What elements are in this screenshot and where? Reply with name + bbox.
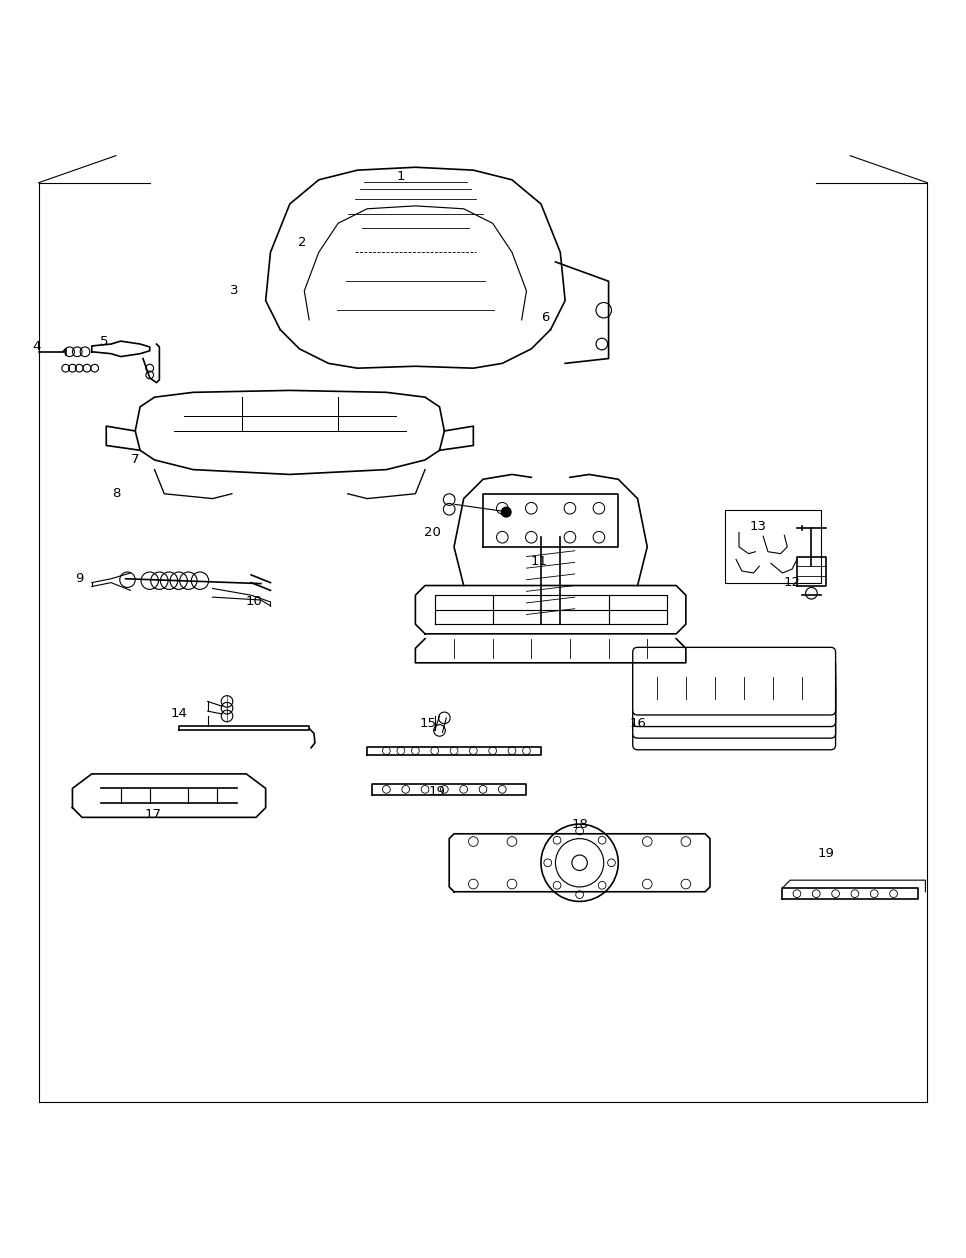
Text: 17: 17 [144,808,161,821]
Circle shape [501,507,511,517]
Text: 20: 20 [424,526,441,538]
Text: 6: 6 [542,312,550,325]
Text: 9: 9 [75,572,83,585]
Text: 7: 7 [131,453,139,467]
Text: 12: 12 [783,576,801,589]
FancyBboxPatch shape [633,682,836,750]
Text: 2: 2 [298,237,306,249]
Text: 19: 19 [817,847,835,859]
Text: 3: 3 [230,284,238,297]
Text: 16: 16 [629,717,646,730]
Text: 18: 18 [571,818,588,830]
Text: 4: 4 [33,341,41,353]
FancyBboxPatch shape [633,659,836,727]
Text: 5: 5 [100,335,108,347]
Text: 1: 1 [397,170,405,184]
Text: 8: 8 [112,487,120,501]
Text: 10: 10 [245,595,263,609]
Text: 11: 11 [530,555,548,567]
Text: 14: 14 [170,707,187,720]
Bar [724,511,821,582]
FancyBboxPatch shape [633,648,836,715]
FancyBboxPatch shape [633,671,836,738]
Text: 13: 13 [750,520,767,533]
Text: 19: 19 [428,785,445,798]
Text: 15: 15 [419,717,437,730]
